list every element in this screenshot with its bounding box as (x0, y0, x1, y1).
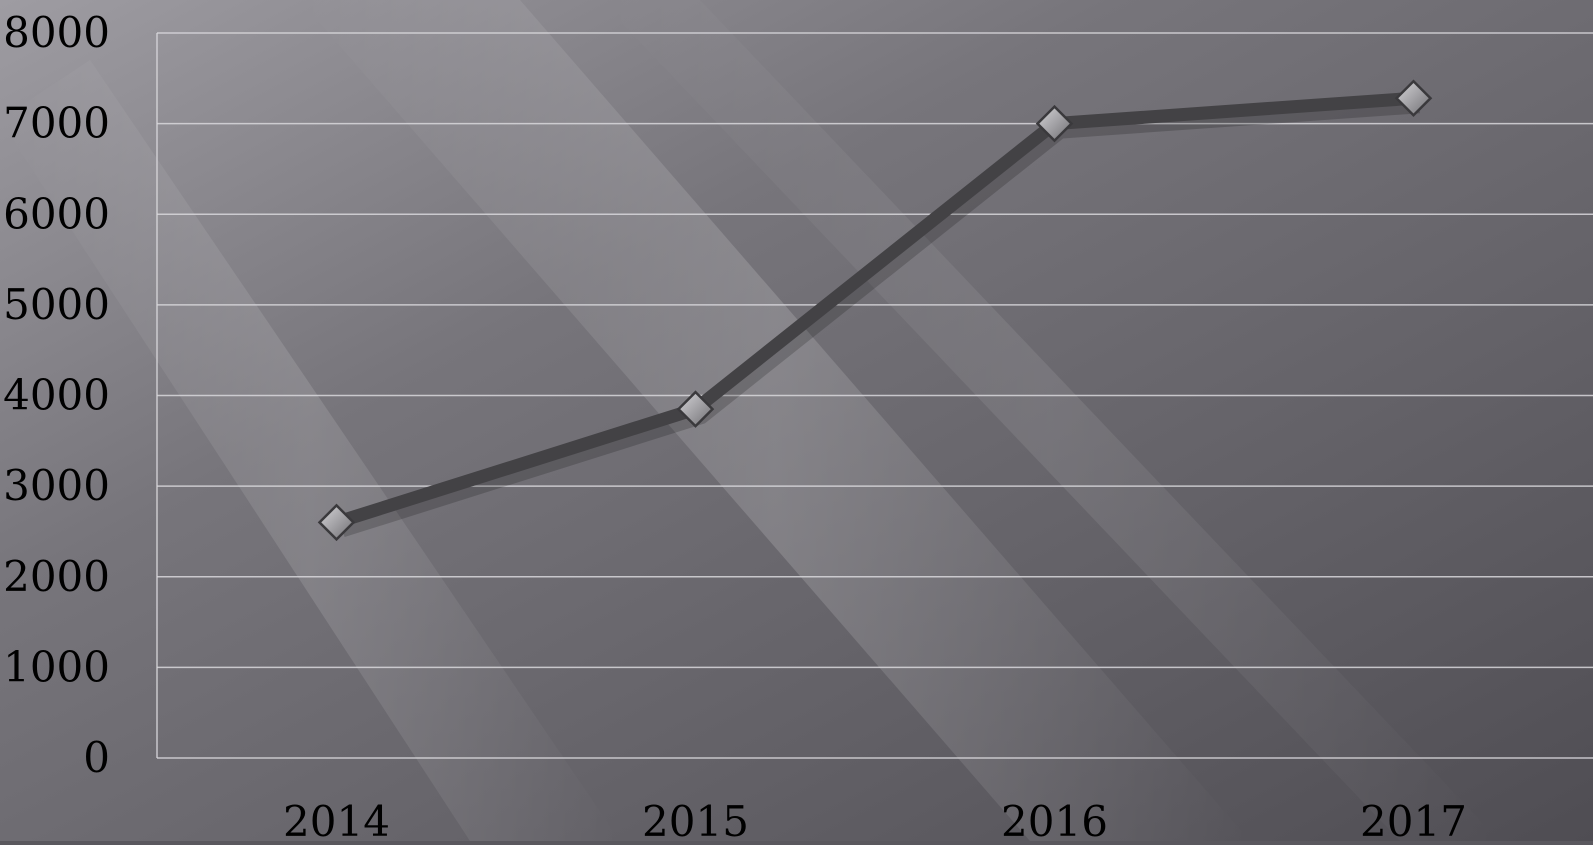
x-tick-label: 2017 (1360, 797, 1467, 841)
data-point-marker (676, 390, 715, 428)
x-tick-label: 2014 (283, 797, 390, 841)
x-tick-label: 2016 (1001, 797, 1108, 841)
data-point-marker (317, 503, 356, 542)
gridlines (156, 32, 1593, 759)
y-tick-label: 4000 (3, 371, 110, 420)
x-tick-label: 2015 (642, 797, 749, 841)
y-tick-label: 5000 (3, 280, 110, 329)
y-tick-label: 6000 (3, 189, 110, 238)
background-streaks (0, 0, 1500, 841)
y-tick-label: 2000 (3, 552, 110, 601)
y-tick-label: 8000 (3, 8, 110, 57)
series-line (330, 91, 1420, 538)
y-tick-label: 7000 (3, 99, 110, 148)
series-line-shadow (340, 99, 1420, 538)
y-tick-label: 1000 (3, 642, 110, 691)
series-line-0 (330, 91, 1420, 529)
y-tick-label: 0 (83, 733, 110, 782)
y-axis: 0 1000 2000 3000 4000 5000 6000 7000 8000 (3, 8, 110, 782)
series-markers (317, 79, 1433, 542)
data-point-marker (1035, 104, 1074, 143)
data-point-marker (1394, 79, 1433, 118)
y-tick-label: 3000 (3, 461, 110, 510)
x-axis: 2014 2015 2016 2017 (283, 797, 1467, 845)
